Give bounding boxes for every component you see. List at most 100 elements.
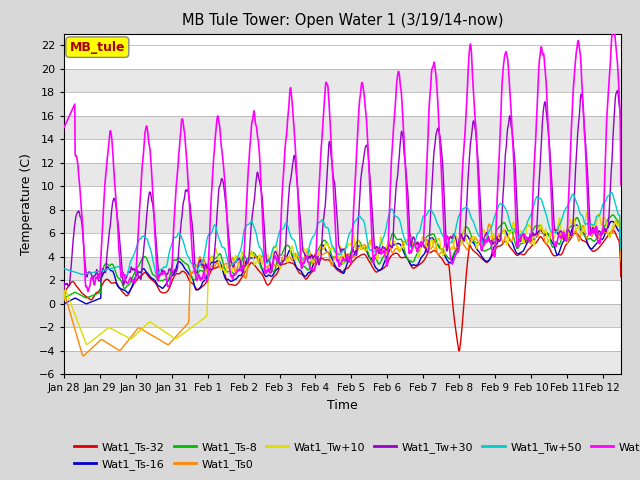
Wat1_Ts0 bbox=[318, 252, 326, 258]
Y-axis label: Temperature (C): Temperature (C) bbox=[20, 153, 33, 255]
Bar bbox=[64, 233, 621, 257]
Wat1_Ts-16 bbox=[60, 301, 68, 307]
Bar bbox=[64, 92, 621, 116]
Title: MB Tule Tower: Open Water 1 (3/19/14-now): MB Tule Tower: Open Water 1 (3/19/14-now… bbox=[182, 13, 503, 28]
Bar bbox=[64, 163, 621, 186]
Wat1_Tw100 bbox=[126, 276, 134, 281]
Wat1_Tw+10 bbox=[617, 237, 625, 242]
Text: MB_tule: MB_tule bbox=[70, 41, 125, 54]
Wat1_Tw+50 bbox=[617, 245, 625, 251]
Wat1_Ts-16 bbox=[103, 264, 111, 270]
Wat1_Ts-16 bbox=[377, 267, 385, 273]
Wat1_Ts-8 bbox=[617, 253, 625, 259]
Wat1_Tw100 bbox=[104, 154, 111, 159]
Wat1_Tw+10 bbox=[104, 325, 111, 331]
Wat1_Ts0 bbox=[308, 261, 316, 266]
Wat1_Ts-32 bbox=[103, 276, 111, 282]
Wat1_Tw+30 bbox=[614, 88, 621, 94]
Wat1_Tw100 bbox=[60, 125, 68, 131]
Line: Wat1_Ts-8: Wat1_Ts-8 bbox=[64, 215, 621, 298]
Wat1_Tw+10 bbox=[126, 336, 134, 341]
Bar bbox=[64, 139, 621, 163]
Wat1_Tw100 bbox=[318, 132, 326, 138]
Wat1_Ts-8 bbox=[126, 281, 134, 287]
Bar bbox=[64, 280, 621, 304]
Wat1_Tw+10 bbox=[308, 258, 316, 264]
Wat1_Ts-8 bbox=[609, 212, 616, 218]
Wat1_Ts-8 bbox=[377, 259, 385, 264]
Wat1_Tw100 bbox=[308, 265, 316, 271]
Wat1_Tw100 bbox=[609, 23, 617, 29]
Wat1_Tw+10 bbox=[60, 295, 68, 301]
Bar bbox=[64, 327, 621, 351]
Wat1_Ts-16 bbox=[617, 256, 625, 262]
Legend: Wat1_Ts-32, Wat1_Ts-16, Wat1_Ts-8, Wat1_Ts0, Wat1_Tw+10, Wat1_Tw+30, Wat1_Tw+50,: Wat1_Ts-32, Wat1_Ts-16, Wat1_Ts-8, Wat1_… bbox=[70, 438, 640, 474]
Wat1_Ts-32 bbox=[296, 271, 304, 276]
Wat1_Ts-32 bbox=[126, 288, 134, 294]
Wat1_Ts0 bbox=[79, 353, 87, 359]
Wat1_Ts-32 bbox=[456, 348, 463, 354]
Wat1_Tw+50 bbox=[119, 273, 127, 279]
Wat1_Tw+50 bbox=[60, 266, 68, 272]
Bar bbox=[64, 210, 621, 233]
Line: Wat1_Tw+30: Wat1_Tw+30 bbox=[64, 91, 621, 289]
Wat1_Ts-8 bbox=[318, 240, 326, 246]
Wat1_Tw+50 bbox=[378, 240, 385, 246]
Bar bbox=[64, 257, 621, 280]
Wat1_Tw+50 bbox=[308, 235, 316, 241]
Line: Wat1_Tw100: Wat1_Tw100 bbox=[64, 26, 621, 291]
Wat1_Ts0 bbox=[612, 218, 620, 224]
Wat1_Tw100 bbox=[84, 288, 92, 294]
Bar bbox=[64, 351, 621, 374]
Line: Wat1_Tw+10: Wat1_Tw+10 bbox=[64, 213, 621, 344]
Line: Wat1_Ts-32: Wat1_Ts-32 bbox=[64, 230, 621, 351]
Line: Wat1_Tw+50: Wat1_Tw+50 bbox=[64, 192, 621, 276]
Wat1_Ts-8 bbox=[60, 295, 68, 301]
X-axis label: Time: Time bbox=[327, 399, 358, 412]
Wat1_Tw100 bbox=[297, 253, 305, 259]
Wat1_Ts-16 bbox=[126, 288, 134, 294]
Wat1_Ts-32 bbox=[609, 228, 617, 233]
Wat1_Ts-16 bbox=[308, 266, 316, 272]
Wat1_Ts-32 bbox=[308, 269, 316, 275]
Wat1_Ts-32 bbox=[60, 296, 68, 302]
Wat1_Ts-16 bbox=[318, 243, 326, 249]
Wat1_Ts-16 bbox=[296, 267, 304, 273]
Line: Wat1_Ts0: Wat1_Ts0 bbox=[64, 221, 621, 356]
Wat1_Tw+30 bbox=[103, 251, 111, 256]
Wat1_Tw+50 bbox=[318, 217, 326, 223]
Wat1_Tw+50 bbox=[126, 260, 134, 266]
Wat1_Tw+30 bbox=[296, 215, 304, 220]
Wat1_Tw100 bbox=[617, 182, 625, 188]
Wat1_Ts0 bbox=[617, 258, 625, 264]
Wat1_Tw+30 bbox=[318, 239, 326, 244]
Wat1_Tw+30 bbox=[308, 252, 316, 258]
Wat1_Ts-32 bbox=[377, 267, 385, 273]
Wat1_Ts0 bbox=[297, 258, 305, 264]
Wat1_Ts0 bbox=[60, 298, 68, 303]
Wat1_Ts-8 bbox=[296, 260, 304, 266]
Wat1_Tw+50 bbox=[103, 266, 111, 272]
Bar bbox=[64, 69, 621, 92]
Wat1_Tw+50 bbox=[607, 190, 615, 195]
Line: Wat1_Ts-16: Wat1_Ts-16 bbox=[64, 221, 621, 304]
Wat1_Tw100 bbox=[378, 251, 385, 257]
Wat1_Tw+10 bbox=[583, 210, 591, 216]
Bar bbox=[64, 304, 621, 327]
Wat1_Ts-32 bbox=[617, 274, 625, 280]
Wat1_Ts-32 bbox=[318, 256, 326, 262]
Wat1_Tw+50 bbox=[297, 255, 305, 261]
Bar bbox=[64, 45, 621, 69]
Wat1_Tw+10 bbox=[83, 341, 91, 347]
Wat1_Ts-8 bbox=[103, 261, 111, 267]
Wat1_Tw+30 bbox=[60, 287, 68, 292]
Wat1_Ts-16 bbox=[607, 218, 615, 224]
Wat1_Tw+10 bbox=[297, 252, 305, 258]
Wat1_Tw+10 bbox=[378, 235, 385, 241]
Wat1_Tw+30 bbox=[617, 177, 625, 183]
Wat1_Ts-8 bbox=[308, 257, 316, 263]
Wat1_Tw+10 bbox=[318, 246, 326, 252]
Bar bbox=[64, 116, 621, 139]
Wat1_Tw+30 bbox=[377, 247, 385, 252]
Bar bbox=[64, 186, 621, 210]
